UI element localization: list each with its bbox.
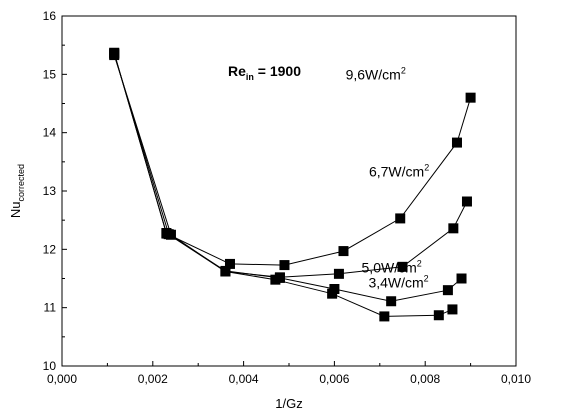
data-point-marker bbox=[165, 229, 176, 240]
series-label: 3,4W/cm2 bbox=[368, 273, 428, 290]
y-tick-label: 16 bbox=[43, 9, 57, 23]
data-point-marker bbox=[327, 288, 338, 299]
series-line bbox=[113, 53, 462, 302]
y-tick-label: 10 bbox=[43, 359, 57, 373]
data-point-marker bbox=[433, 310, 444, 321]
y-tick-label: 14 bbox=[43, 126, 57, 140]
series-label-superscript: 2 bbox=[417, 259, 422, 269]
series-layer bbox=[109, 47, 476, 322]
series-label: 6,7W/cm2 bbox=[369, 163, 429, 180]
data-point-marker bbox=[395, 213, 406, 224]
series-label-text: 6,7W/cm bbox=[369, 164, 424, 180]
data-point-marker bbox=[109, 50, 120, 61]
x-tick-label: 0,004 bbox=[229, 372, 259, 386]
data-point-marker bbox=[448, 223, 459, 234]
series-label-superscript: 2 bbox=[424, 273, 429, 283]
series-label: 5,0W/cm2 bbox=[362, 259, 422, 276]
series-label-text: 3,4W/cm bbox=[368, 274, 423, 290]
data-point-marker bbox=[224, 258, 235, 269]
x-axis-title: 1/Gz bbox=[275, 396, 302, 411]
y-tick-label: 12 bbox=[43, 242, 57, 256]
x-tick-label: 0,006 bbox=[319, 372, 349, 386]
x-tick-label: 0,000 bbox=[47, 372, 77, 386]
re-annotation: Rein = 1900 bbox=[228, 63, 301, 82]
series-line bbox=[113, 54, 453, 317]
data-point-marker bbox=[379, 311, 390, 322]
series-label-text: 9,6W/cm bbox=[346, 67, 401, 83]
data-point-marker bbox=[465, 92, 476, 103]
x-tick-label: 0,010 bbox=[501, 372, 531, 386]
data-point-marker bbox=[456, 273, 467, 284]
data-point-marker bbox=[461, 196, 472, 207]
data-point-marker bbox=[447, 304, 458, 315]
y-axis-title-main: Nu bbox=[8, 201, 23, 218]
series-label-superscript: 2 bbox=[424, 163, 429, 173]
data-point-marker bbox=[220, 266, 231, 277]
x-tick-label: 0,008 bbox=[410, 372, 440, 386]
y-axis-title: Nucorrected bbox=[8, 164, 26, 218]
data-point-marker bbox=[279, 260, 290, 271]
series-label-text: 5,0W/cm bbox=[362, 260, 417, 276]
data-point-marker bbox=[338, 246, 349, 257]
data-point-marker bbox=[386, 296, 397, 307]
series-label: 9,6W/cm2 bbox=[346, 66, 406, 83]
data-point-marker bbox=[397, 261, 408, 272]
data-point-marker bbox=[270, 274, 281, 285]
data-point-marker bbox=[333, 268, 344, 279]
series-label-superscript: 2 bbox=[401, 66, 406, 76]
y-tick-label: 15 bbox=[43, 67, 57, 81]
y-axis-title-sub: corrected bbox=[16, 164, 26, 202]
data-point-marker bbox=[451, 137, 462, 148]
x-tick-label: 0,002 bbox=[138, 372, 168, 386]
re-annotation-rest: = 1900 bbox=[254, 63, 301, 79]
re-annotation-main: Re bbox=[228, 63, 246, 79]
data-point-marker bbox=[442, 285, 453, 296]
axis-ticks: 0,000 0,002 0,004 0,006 0,008 0,010 10 11 12 13 14… bbox=[43, 9, 532, 386]
re-annotation-sub: in bbox=[246, 72, 254, 82]
y-tick-label: 13 bbox=[43, 184, 57, 198]
y-tick-label: 11 bbox=[44, 301, 57, 315]
